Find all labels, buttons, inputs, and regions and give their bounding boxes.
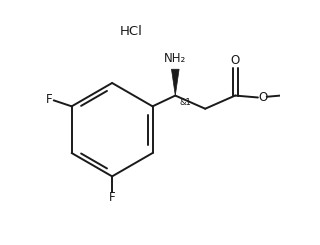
Text: F: F bbox=[109, 191, 116, 204]
Text: NH₂: NH₂ bbox=[164, 52, 187, 65]
Text: O: O bbox=[259, 91, 268, 104]
Text: F: F bbox=[46, 93, 52, 106]
Text: &1: &1 bbox=[180, 98, 191, 107]
Text: O: O bbox=[230, 54, 240, 67]
Polygon shape bbox=[172, 69, 179, 96]
Text: HCl: HCl bbox=[120, 25, 143, 38]
